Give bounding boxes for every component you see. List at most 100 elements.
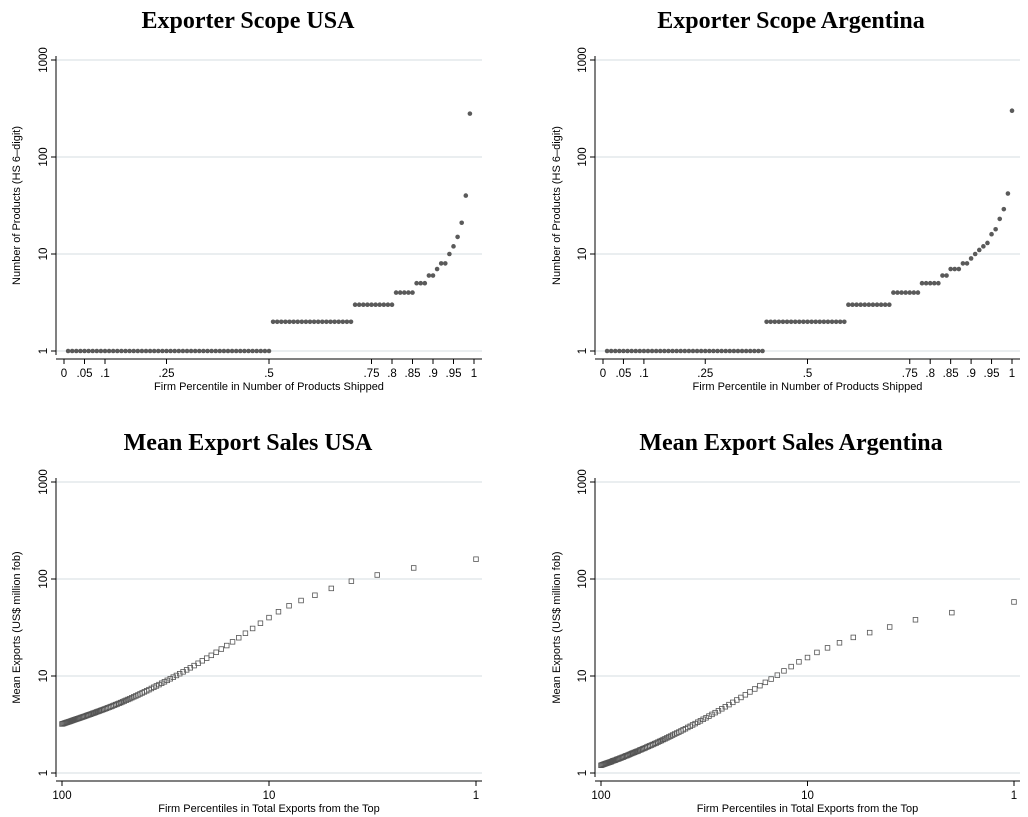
data-point <box>731 348 737 354</box>
data-point <box>279 319 284 325</box>
data-point <box>205 348 210 354</box>
data-point <box>682 348 688 354</box>
x-axis-title: Firm Percentiles in Total Exports from t… <box>697 803 919 815</box>
data-point <box>837 319 843 325</box>
data-point <box>311 319 317 325</box>
y-axis-title: Number of Products (HS 6–digit) <box>551 126 563 285</box>
data-point <box>209 348 214 354</box>
data-point <box>697 718 704 724</box>
data-point <box>213 649 219 656</box>
data-point <box>299 319 305 325</box>
chart-title: Exporter Scope Argentina <box>657 8 925 34</box>
data-point <box>393 290 399 295</box>
data-point <box>233 348 239 354</box>
data-point <box>221 348 227 354</box>
data-point <box>177 671 183 677</box>
x-tick-label: .25 <box>159 368 175 380</box>
data-point <box>170 674 176 680</box>
data-point <box>180 348 186 354</box>
data-point <box>829 319 835 325</box>
y-tick-label: 10 <box>38 670 50 683</box>
data-point <box>340 319 346 325</box>
y-tick-label: 1000 <box>38 469 50 495</box>
data-point <box>74 348 79 354</box>
data-point <box>711 348 716 354</box>
data-point <box>286 603 292 609</box>
data-point <box>242 348 247 354</box>
data-point <box>164 677 170 684</box>
data-point <box>192 348 198 354</box>
data-point <box>850 634 857 641</box>
data-point <box>797 319 802 325</box>
x-axis-title: Firm Percentiles in Total Exports from t… <box>158 803 380 815</box>
data-point <box>660 736 666 743</box>
chart-title: Mean Export Sales Argentina <box>639 430 942 456</box>
data-point <box>658 737 665 744</box>
data-point <box>760 348 765 354</box>
x-tick-label: 1 <box>1009 368 1015 380</box>
data-point <box>952 266 958 272</box>
data-point <box>678 348 684 354</box>
data-point <box>397 290 403 295</box>
data-point <box>919 280 925 286</box>
data-point <box>985 240 990 246</box>
data-point <box>842 319 847 325</box>
y-tick-label: 1 <box>38 348 50 354</box>
y-tick-label: 10 <box>577 670 589 683</box>
data-point <box>110 348 116 354</box>
data-point <box>96 708 103 714</box>
data-point <box>254 348 259 354</box>
data-point <box>993 226 998 232</box>
data-point <box>418 280 424 286</box>
data-point <box>862 302 868 308</box>
data-point <box>238 348 243 354</box>
x-tick-label: .1 <box>639 368 649 380</box>
x-axis-title: Firm Percentile in Number of Products Sh… <box>693 381 923 393</box>
data-point <box>662 348 667 354</box>
data-point <box>430 273 436 278</box>
x-tick-label: .8 <box>387 368 397 380</box>
data-point <box>218 646 224 652</box>
data-point <box>298 597 304 604</box>
data-point <box>208 652 214 659</box>
data-point <box>956 266 962 272</box>
x-tick-label: .95 <box>984 368 1000 380</box>
data-point <box>662 736 668 742</box>
data-point <box>139 348 145 354</box>
data-point <box>757 682 763 689</box>
data-point <box>135 348 141 354</box>
data-point <box>373 302 378 308</box>
data-point <box>463 193 469 198</box>
data-point <box>236 635 242 641</box>
data-point <box>666 348 671 354</box>
data-point <box>936 280 941 286</box>
data-point <box>625 348 630 354</box>
data-point <box>743 348 749 354</box>
data-point <box>781 668 787 674</box>
data-point <box>266 614 272 621</box>
y-axis-title: Mean Exports (US$ million fob) <box>551 551 563 703</box>
data-point <box>850 302 855 308</box>
y-tick-label: 10 <box>577 248 589 261</box>
data-point <box>82 348 87 354</box>
data-point <box>262 348 268 354</box>
chart-panel-1: 1 10 100 1000 0 .05 .1 .25 .5 .75 .8 .85 .9 .95 1 Expor… <box>11 8 482 393</box>
data-point <box>156 348 161 354</box>
x-tick-label: 0 <box>61 368 67 380</box>
x-tick-label: .05 <box>615 368 631 380</box>
y-tick-label: 1 <box>577 770 589 776</box>
data-point <box>656 738 663 745</box>
data-point <box>121 698 128 704</box>
data-point <box>944 273 949 278</box>
data-point <box>792 319 798 325</box>
data-point <box>870 302 876 308</box>
data-point <box>86 348 91 354</box>
data-point <box>119 699 126 705</box>
data-point <box>123 348 128 354</box>
x-tick-label: 0 <box>600 368 606 380</box>
data-point <box>172 348 177 354</box>
data-point <box>95 708 101 715</box>
data-point <box>275 609 282 615</box>
data-point <box>911 290 917 295</box>
